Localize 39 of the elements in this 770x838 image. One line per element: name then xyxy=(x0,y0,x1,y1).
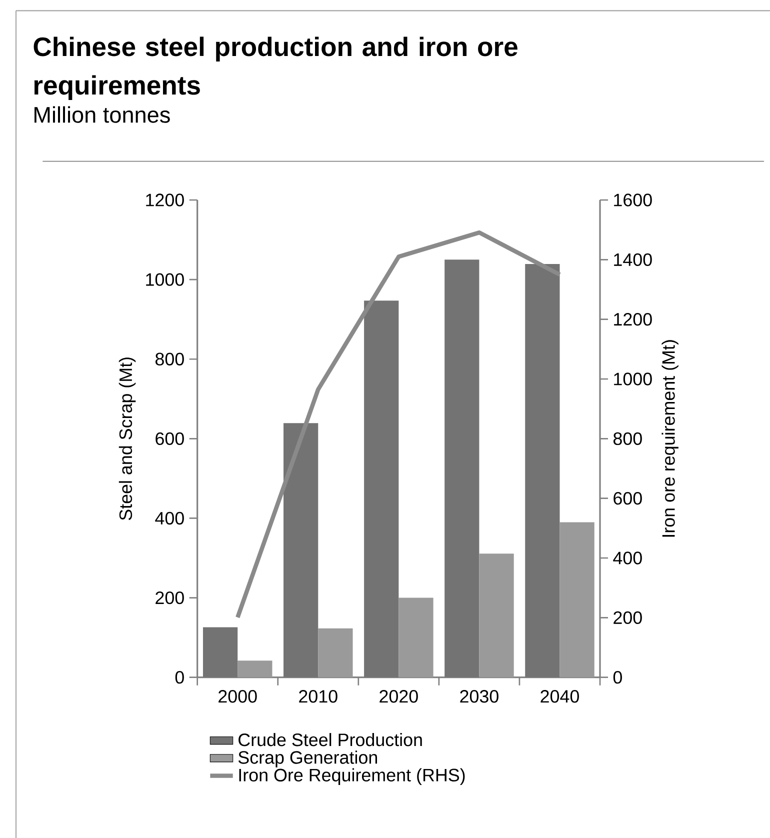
x-tick-label: 2000 xyxy=(218,690,257,703)
x-tick-label: 2030 xyxy=(460,690,498,703)
y2-tick-label: 0 xyxy=(613,670,622,684)
y2-tick-label: 800 xyxy=(613,432,642,446)
y-tick-label: 200 xyxy=(156,591,184,604)
legend-label: Scrap Generation xyxy=(238,750,377,768)
y2-tick-label: 1200 xyxy=(614,312,652,326)
y-tick-label: 400 xyxy=(155,512,184,525)
y-tick-label: 0 xyxy=(175,670,184,684)
bar xyxy=(525,264,560,678)
y2-tick-label: 400 xyxy=(613,552,642,564)
y2-axis-title: Iron ore requirement (Mt) xyxy=(662,340,678,537)
bar xyxy=(398,598,434,678)
y-tick-label: 600 xyxy=(156,432,184,446)
y2-tick-label: 200 xyxy=(614,611,642,624)
y2-tick-label: 1600 xyxy=(614,194,652,206)
bar xyxy=(238,660,272,678)
bar xyxy=(479,554,514,678)
chart-title: Chinese steel production and iron ore requirements xyxy=(34,36,518,100)
bar xyxy=(318,628,353,678)
legend-label: Iron Ore Requirement (RHS) xyxy=(239,768,465,786)
bar xyxy=(284,423,318,678)
chart-subtitle: Million tonnes xyxy=(34,106,170,123)
line-series xyxy=(235,230,562,620)
bar xyxy=(364,300,399,678)
x-tick-label: 2020 xyxy=(380,690,418,703)
y2-tick-label: 1400 xyxy=(614,253,652,266)
y-tick-label: 1000 xyxy=(146,273,184,286)
bar xyxy=(202,627,238,678)
bar xyxy=(444,260,480,678)
bar xyxy=(560,522,594,678)
y2-tick-label: 600 xyxy=(614,492,642,505)
legend-label: Crude Steel Production xyxy=(238,733,422,746)
x-tick-label: 2010 xyxy=(299,690,338,703)
y-tick-label: 800 xyxy=(155,352,184,366)
y-tick-label: 1200 xyxy=(146,194,184,206)
y-axis-title: Steel and Scrap (Mt) xyxy=(118,358,136,520)
y2-tick-label: 1000 xyxy=(614,372,652,386)
x-tick-label: 2040 xyxy=(540,690,579,703)
